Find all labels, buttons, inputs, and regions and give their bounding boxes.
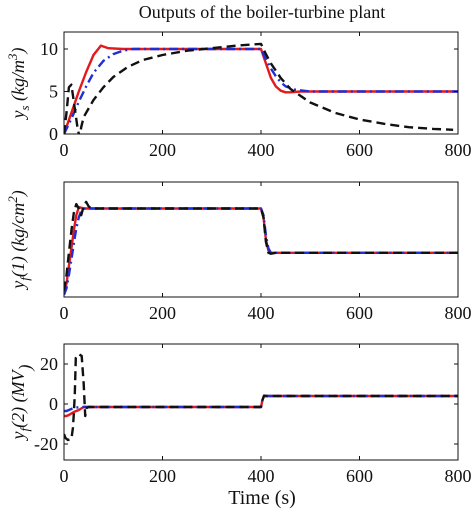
y-tick-label: 5 — [49, 82, 58, 102]
figure-title: Outputs of the boiler-turbine plant — [139, 2, 386, 22]
x-tick-label: 0 — [60, 466, 69, 486]
x-tick-label: 800 — [445, 140, 472, 160]
y-axis-label: yf(1) (kg/cm2) — [5, 190, 32, 291]
x-tick-label: 200 — [149, 303, 176, 323]
series-line-1 — [64, 44, 458, 134]
x-tick-label: 0 — [60, 303, 69, 323]
x-tick-label: 800 — [445, 466, 472, 486]
y-tick-label: 20 — [40, 354, 58, 374]
y-axis-label: yf(2) (MV) — [8, 364, 36, 441]
series-line-3 — [64, 200, 458, 291]
x-tick-label: 0 — [60, 140, 69, 160]
x-tick-label: 400 — [248, 466, 275, 486]
x-tick-label: 200 — [149, 140, 176, 160]
x-tick-label: 600 — [346, 466, 373, 486]
axes-box — [63, 181, 459, 298]
subplot-1: 0 200 400 600 800 0 5 10 ys (kg/m3) — [5, 31, 472, 160]
x-tick-label: 800 — [445, 303, 472, 323]
x-tick-label: 400 — [248, 140, 275, 160]
series-line-1 — [64, 205, 458, 293]
y-tick-label: 10 — [40, 39, 58, 59]
x-tick-label: 400 — [248, 303, 275, 323]
series-line-3 — [64, 42, 454, 134]
y-axis-label: ys (kg/m3) — [5, 47, 32, 120]
x-tick-label: 200 — [149, 466, 176, 486]
y-tick-label: 0 — [49, 124, 58, 144]
axes-box — [63, 31, 459, 135]
x-axis-label: Time (s) — [228, 487, 296, 509]
y-tick-label: 0 — [49, 394, 58, 414]
y-tick-label: -20 — [34, 434, 58, 454]
x-tick-label: 600 — [346, 140, 373, 160]
x-tick-label: 600 — [346, 303, 373, 323]
series-line-2 — [64, 47, 458, 134]
series-line-3 — [64, 352, 458, 442]
subplot-2: 0 200 400 600 800 yf(1) (kg/cm2) — [5, 181, 472, 323]
